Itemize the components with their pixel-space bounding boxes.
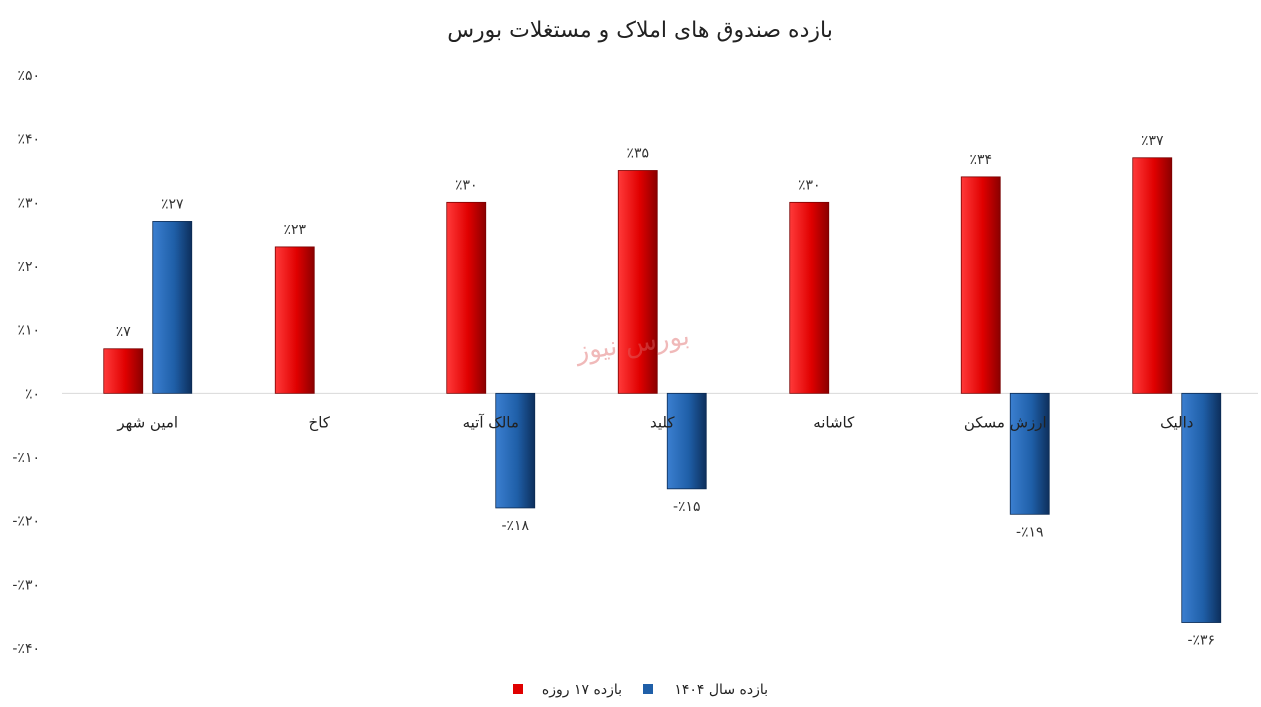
y-tick-label: -٪۱۰	[12, 450, 40, 466]
category-label: کاخ	[309, 413, 331, 431]
legend-swatch-series-2	[643, 684, 653, 694]
y-axis: ٪۵۰ ٪۴۰ ٪۳۰ ٪۲۰ ٪۱۰ ٪۰ -٪۱۰ -٪۲۰ -٪۳۰ -٪۴۰	[12, 68, 40, 657]
category-label: مالک آتیه	[463, 413, 519, 431]
y-tick-label: ٪۰	[25, 386, 40, 402]
y-tick-label: ٪۲۰	[17, 259, 40, 275]
y-tick-label: -٪۳۰	[12, 577, 40, 593]
data-label: -٪۱۸	[501, 518, 529, 534]
y-tick-label: ٪۱۰	[17, 323, 40, 339]
data-label: ٪۳۴	[969, 152, 992, 168]
bar-series-2	[666, 392, 707, 490]
y-tick-label: -٪۴۰	[12, 641, 40, 657]
bar-series-2	[1009, 392, 1050, 515]
category-labels: امین شهر کاخ مالک آتیه کلید کاشانه ارزش مسکن د…	[116, 413, 1193, 431]
category-label: کلید	[650, 413, 675, 431]
data-label: ٪۲۳	[283, 222, 306, 238]
bar-series-1	[446, 201, 487, 394]
data-label: ٪۷	[116, 324, 132, 340]
bar-series-2	[1181, 392, 1222, 623]
legend: بازده ۱۷ روزه بازده سال ۱۴۰۴	[513, 682, 768, 698]
bars: ٪۷ ٪۲۷ ٪۲۳ ٪۳۰ -٪۱۸ ٪۳۵ -٪۱۵ ٪۳۰ ٪۳۴ -٪۱۹ ٪۳۷ -٪۳۶	[103, 133, 1222, 649]
chart-title: بازده صندوق های املاک و مستغلات بورس	[447, 18, 833, 43]
bar-series-2	[152, 221, 193, 394]
category-label: ارزش مسکن	[964, 413, 1047, 431]
y-tick-label: ٪۴۰	[17, 132, 40, 148]
data-label: ٪۳۰	[798, 177, 821, 193]
data-label: ٪۳۵	[626, 146, 649, 162]
data-label: -٪۳۶	[1187, 633, 1215, 649]
data-label: ٪۳۰	[455, 177, 478, 193]
data-label: -٪۱۵	[673, 499, 701, 515]
data-label: ٪۳۷	[1141, 133, 1164, 149]
legend-label-series-2: بازده سال ۱۴۰۴	[674, 682, 768, 698]
data-label: ٪۲۷	[161, 196, 184, 212]
category-label: امین شهر	[116, 413, 178, 431]
bar-series-2	[495, 392, 536, 509]
bar-series-1	[274, 246, 315, 394]
bar-series-1	[789, 201, 830, 394]
bar-series-1	[103, 348, 144, 394]
y-tick-label: ٪۵۰	[17, 68, 40, 84]
y-tick-label: -٪۲۰	[12, 514, 40, 530]
bar-series-1	[960, 176, 1001, 394]
y-tick-label: ٪۳۰	[17, 195, 40, 211]
category-label: کاشانه	[813, 413, 855, 431]
legend-swatch-series-1	[513, 684, 523, 694]
category-label: دالیک	[1160, 413, 1193, 431]
data-label: -٪۱۹	[1016, 524, 1044, 540]
bar-series-1	[1132, 157, 1173, 394]
bar-series-1	[617, 170, 658, 394]
legend-label-series-1: بازده ۱۷ روزه	[542, 682, 622, 698]
